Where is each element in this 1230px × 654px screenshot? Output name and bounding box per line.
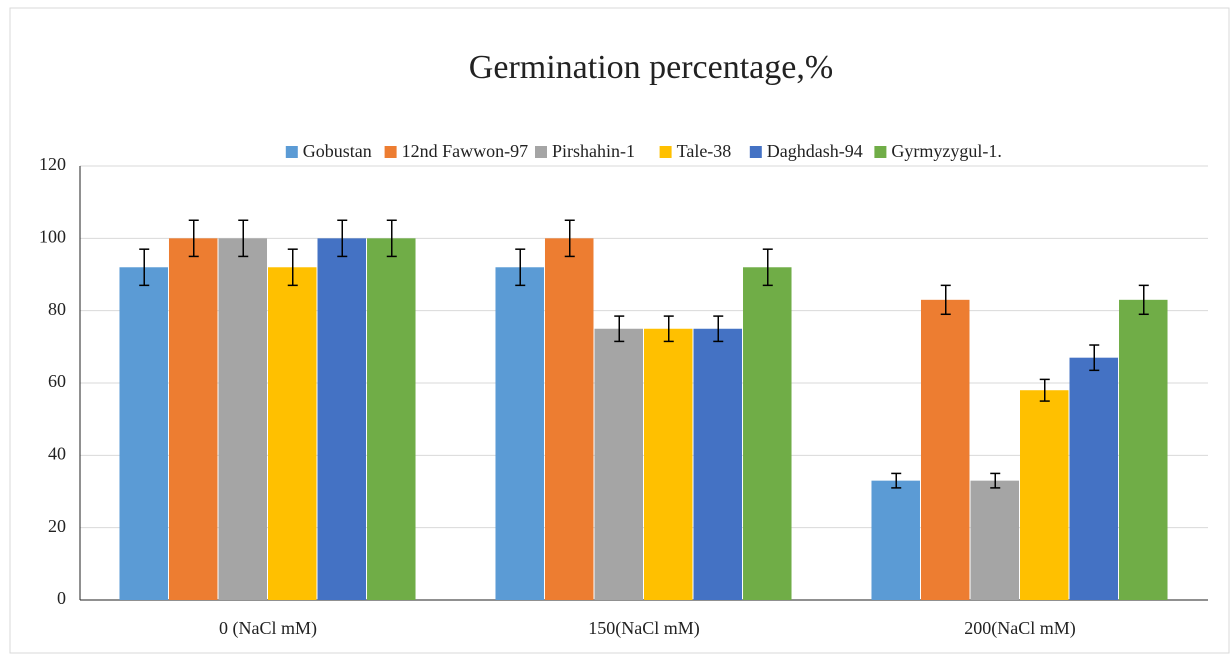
- legend-swatch: [874, 146, 887, 158]
- x-tick-label: 0 (NaCl mM): [219, 618, 317, 639]
- y-tick-label: 120: [39, 154, 66, 174]
- y-tick-label: 20: [48, 516, 66, 536]
- bar: [268, 267, 317, 600]
- bar: [594, 328, 643, 600]
- error-bar: [564, 219, 575, 258]
- bar: [218, 238, 267, 601]
- chart-title: Germination percentage,%: [469, 49, 833, 86]
- bar: [544, 238, 594, 601]
- error-bar: [238, 219, 249, 258]
- y-tick-label: 80: [48, 299, 66, 319]
- error-bar: [139, 248, 150, 287]
- legend-swatch: [659, 146, 672, 158]
- x-tick-label: 200(NaCl mM): [964, 618, 1076, 639]
- x-tick-label: 150(NaCl mM): [588, 618, 700, 639]
- bar: [644, 328, 693, 600]
- bar: [317, 238, 367, 601]
- bar: [168, 238, 218, 601]
- y-tick-label: 0: [57, 588, 66, 608]
- legend-label: Gyrmyzygul-1.: [891, 141, 1001, 161]
- bar: [743, 267, 792, 600]
- error-bar: [1089, 344, 1100, 372]
- bar: [1069, 357, 1119, 600]
- error-bar: [188, 219, 199, 258]
- error-bar: [891, 472, 902, 489]
- y-tick-label: 60: [48, 371, 66, 391]
- error-bar: [940, 284, 951, 316]
- legend-label: Tale-38: [677, 141, 732, 161]
- bar: [920, 299, 970, 600]
- error-bar: [663, 315, 674, 343]
- legend-label: Pirshahin-1: [552, 141, 635, 161]
- legend-swatch: [749, 146, 762, 158]
- bar: [970, 480, 1019, 600]
- legend-swatch: [535, 146, 547, 158]
- error-bar: [337, 219, 348, 258]
- error-bar: [287, 248, 298, 287]
- bar: [119, 267, 168, 600]
- error-bar: [1138, 284, 1149, 316]
- error-bar: [990, 472, 1001, 489]
- legend-label: 12nd Fawwon-97: [402, 141, 528, 161]
- y-tick-label: 100: [39, 226, 66, 246]
- bar: [1020, 390, 1069, 600]
- bar: [495, 267, 544, 600]
- error-bar: [386, 219, 397, 258]
- y-tick-label: 40: [48, 443, 66, 463]
- bar: [1119, 299, 1168, 600]
- error-bar: [614, 315, 625, 343]
- bar: [871, 480, 920, 600]
- legend-swatch: [384, 146, 397, 158]
- legend-swatch: [285, 146, 298, 158]
- error-bar: [515, 248, 526, 287]
- error-bar: [1039, 378, 1050, 402]
- legend-label: Daghdash-94: [767, 141, 863, 161]
- bar: [367, 238, 416, 601]
- error-bar: [713, 315, 724, 343]
- legend-label: Gobustan: [303, 141, 372, 161]
- bar: [693, 328, 743, 600]
- error-bar: [762, 248, 773, 287]
